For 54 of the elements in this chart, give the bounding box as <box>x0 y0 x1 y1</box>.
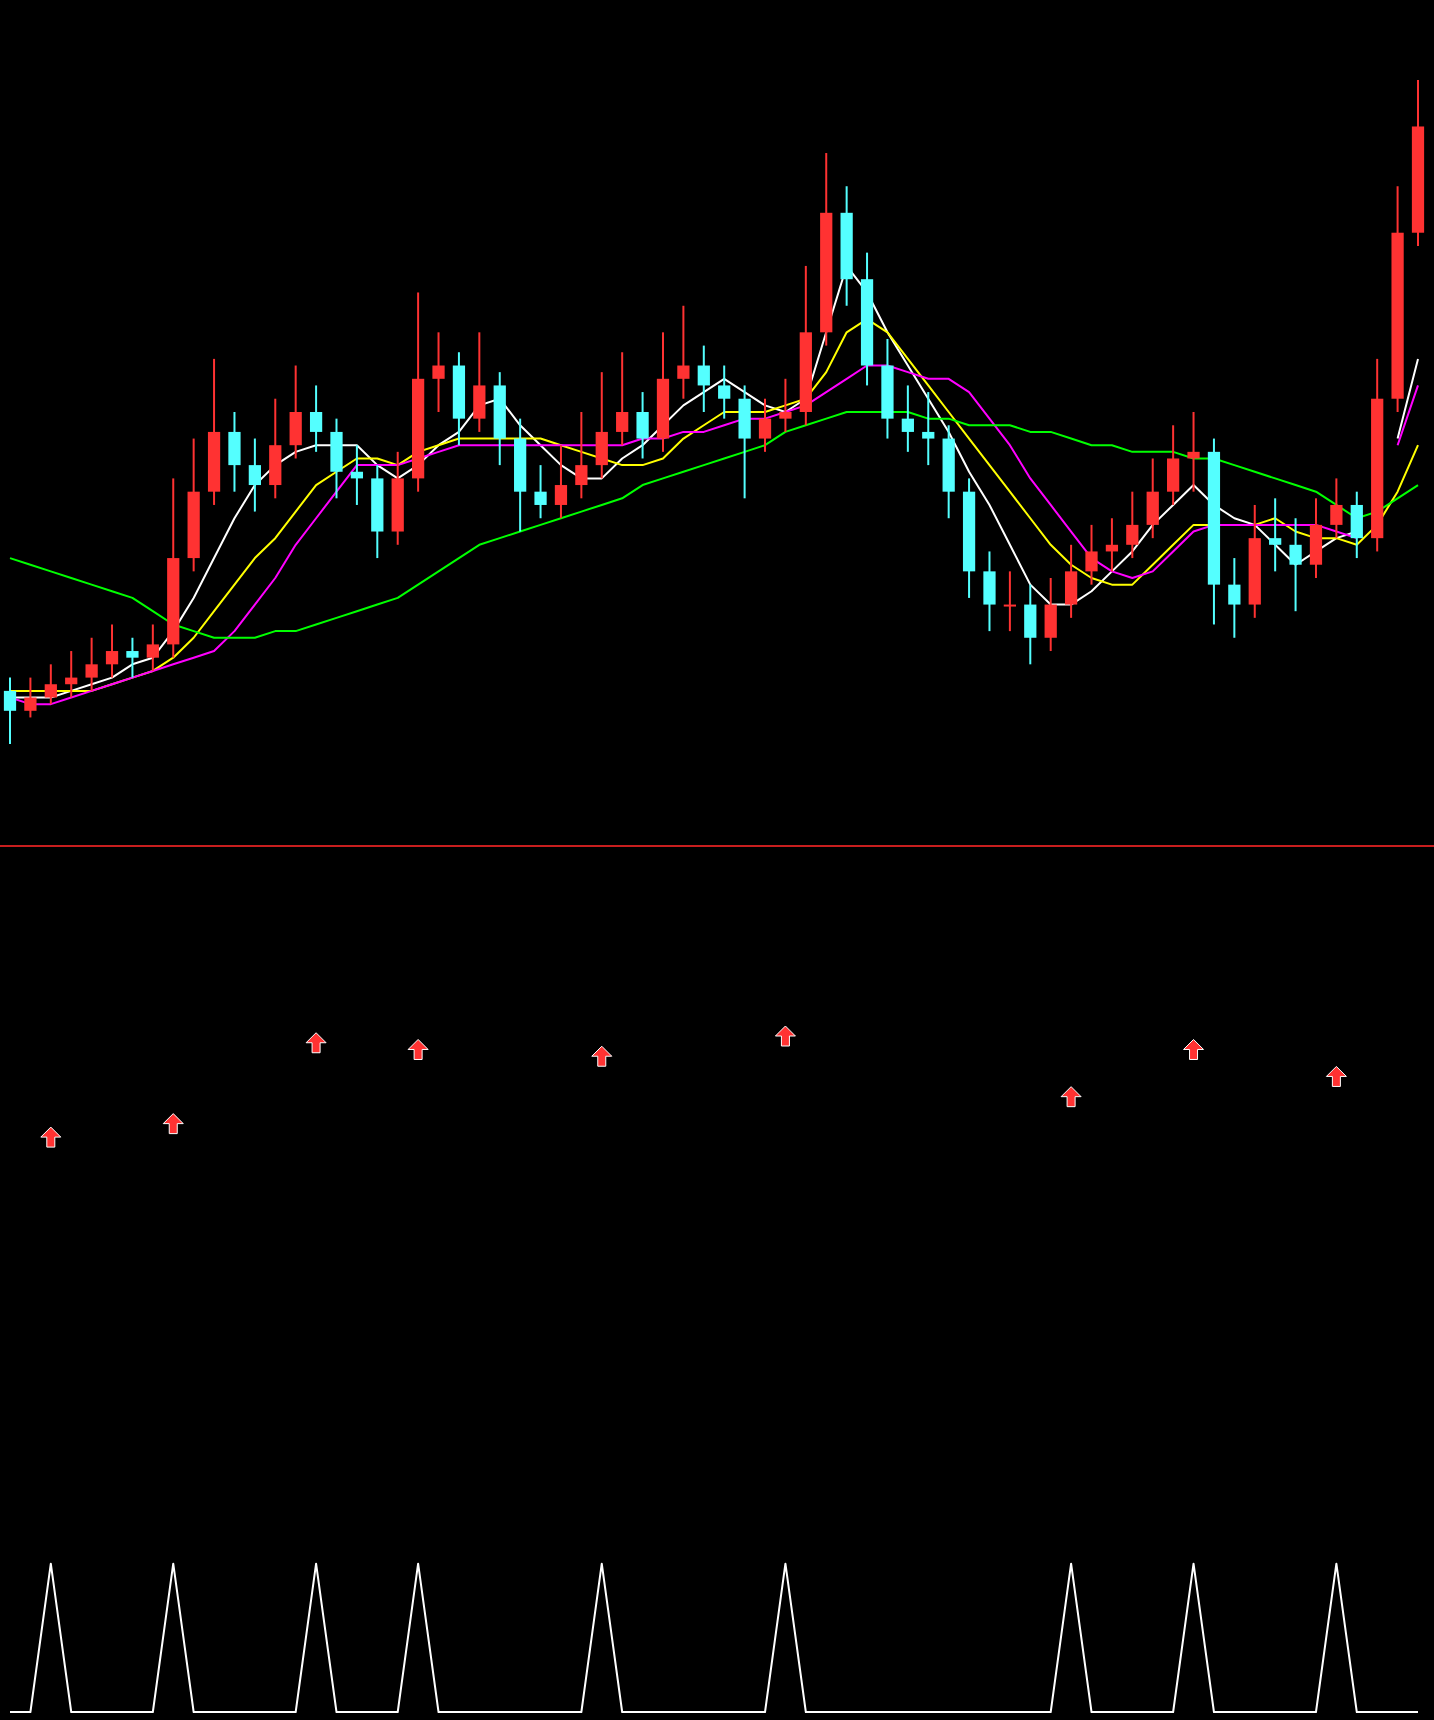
candlestick <box>1167 424 1180 506</box>
candlestick <box>901 384 914 453</box>
candlestick <box>1126 490 1139 560</box>
candlestick <box>575 411 588 500</box>
candlestick <box>922 391 935 467</box>
candlestick <box>85 636 98 692</box>
candlestick <box>1269 497 1282 573</box>
candlestick <box>758 397 772 453</box>
candlestick <box>554 444 568 520</box>
candlestick <box>636 391 649 460</box>
candlestick <box>718 364 731 420</box>
candlestick <box>1330 477 1343 540</box>
candlestick <box>779 377 792 433</box>
candlestick <box>24 676 37 719</box>
candlestick <box>1187 411 1200 493</box>
candlestick <box>248 437 261 513</box>
candlestick <box>1289 517 1302 613</box>
point <box>40 1126 62 1148</box>
candlestick <box>330 417 343 500</box>
candlestick <box>3 676 17 745</box>
point <box>162 1113 184 1135</box>
candlestick <box>228 411 241 493</box>
point <box>1325 1065 1347 1087</box>
candlestick <box>1146 457 1159 540</box>
candlestick <box>1085 523 1098 586</box>
candlestick <box>146 623 159 672</box>
candlestick <box>269 397 282 500</box>
point <box>1060 1086 1082 1108</box>
candlestick <box>1350 490 1363 560</box>
candlestick <box>1228 557 1241 639</box>
candlestick <box>983 550 996 633</box>
candlestick <box>1309 497 1323 579</box>
candlestick <box>1024 583 1037 666</box>
point <box>1183 1038 1205 1060</box>
candlestick <box>697 344 710 413</box>
candlestick <box>534 464 547 520</box>
candlestick <box>1064 543 1078 619</box>
candlestick <box>105 623 119 679</box>
point <box>407 1038 429 1060</box>
candlestick <box>1044 577 1057 653</box>
point <box>305 1032 327 1054</box>
candlestick <box>432 331 445 413</box>
candlestick <box>738 384 751 500</box>
candlestick <box>309 384 323 453</box>
candlestick <box>44 663 57 706</box>
candlestick <box>126 636 139 679</box>
candlestick <box>1003 570 1017 633</box>
candlestick <box>616 351 629 447</box>
candlestick <box>595 371 608 480</box>
candlestick <box>289 364 302 460</box>
point <box>774 1025 796 1047</box>
candlestick <box>677 304 690 400</box>
point <box>591 1045 613 1067</box>
candlestick <box>473 331 486 433</box>
